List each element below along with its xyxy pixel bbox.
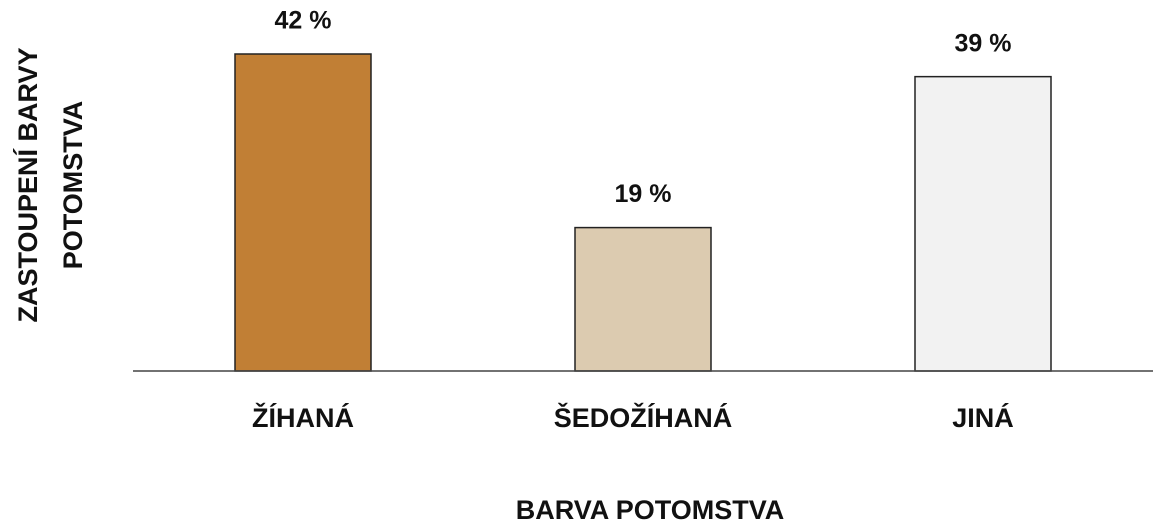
value-label: 19 % — [615, 180, 672, 208]
bar — [234, 53, 372, 372]
x-axis-label: BARVA POTOMSTVA — [516, 495, 785, 525]
value-label: 42 % — [275, 7, 332, 35]
y-axis-label-line: ZASTOUPENÍ BARVY — [12, 47, 43, 322]
x-tick-label: ŽÍHANÁ — [252, 402, 354, 433]
bar — [914, 75, 1052, 372]
y-axis-label-line: POTOMSTVA — [58, 101, 88, 270]
bar — [574, 226, 712, 372]
value-label: 39 % — [955, 29, 1012, 57]
y-axis-label: ZASTOUPENÍ BARVY POTOMSTVA — [12, 47, 88, 322]
x-tick-label: ŠEDOŽÍHANÁ — [554, 402, 733, 433]
x-tick-label: JINÁ — [952, 402, 1014, 433]
